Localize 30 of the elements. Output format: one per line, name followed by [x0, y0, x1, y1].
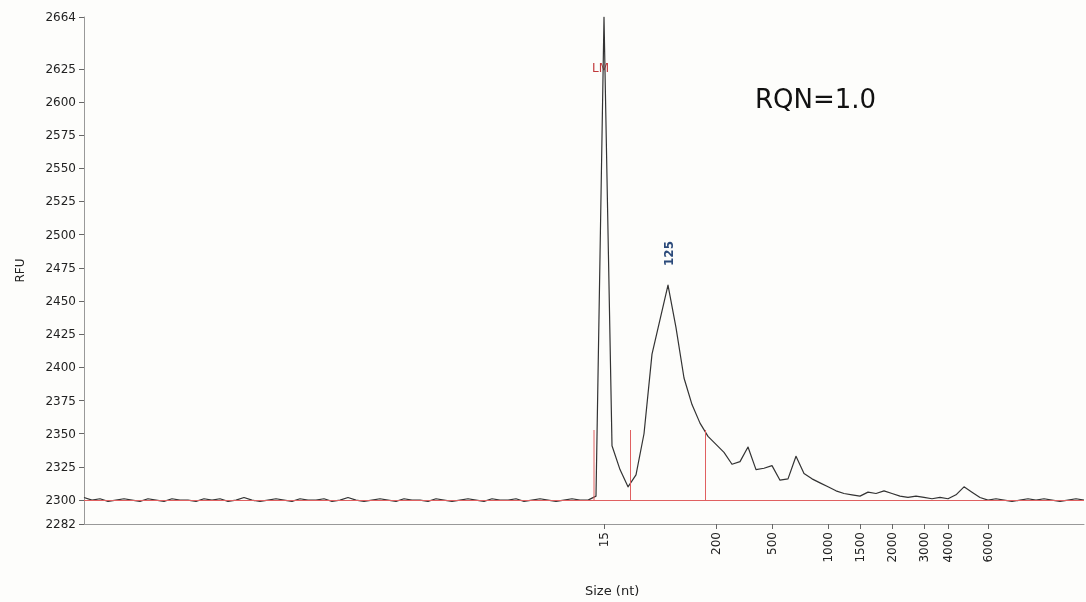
x-tick-label: 1500	[853, 532, 867, 563]
y-tick-label: 2375	[45, 393, 76, 408]
annotation: RQN=1.0	[755, 84, 877, 114]
x-axis-title: Size (nt)	[585, 583, 640, 598]
y-tick-label: 2575	[45, 128, 76, 143]
x-tick-label: 1000	[821, 532, 835, 563]
x-tick-label: 4000	[941, 532, 955, 563]
y-tick-label: 2500	[45, 227, 76, 242]
y-tick-label: 2425	[45, 327, 76, 342]
y-tick-label: 2525	[45, 194, 76, 209]
y-tick-label: 2300	[45, 493, 76, 508]
x-tick-label: 3000	[917, 532, 931, 563]
annotation: 125	[662, 240, 676, 266]
line-series	[83, 16, 1085, 503]
y-tick-label: 2600	[45, 94, 76, 109]
y-axis-title: RFU	[13, 258, 27, 283]
y-tick-label: 2450	[45, 294, 76, 309]
y-tick-label: 2550	[45, 161, 76, 176]
y-tick-label: 2325	[45, 459, 76, 474]
x-tick-label: 200	[709, 532, 723, 555]
x-tick-label: 500	[765, 532, 779, 555]
y-tick-label: 2475	[45, 260, 76, 275]
x-tick-label: 2000	[885, 532, 899, 563]
x-tick-label: 15	[597, 532, 611, 548]
y-tick-label: 2664	[45, 10, 76, 24]
y-tick-label: 2350	[45, 426, 76, 441]
y-tick-label: 2282	[45, 517, 76, 531]
y-tick-label: 2400	[45, 360, 76, 375]
x-tick-label: 6000	[981, 532, 995, 563]
y-tick-label: 2625	[45, 61, 76, 76]
